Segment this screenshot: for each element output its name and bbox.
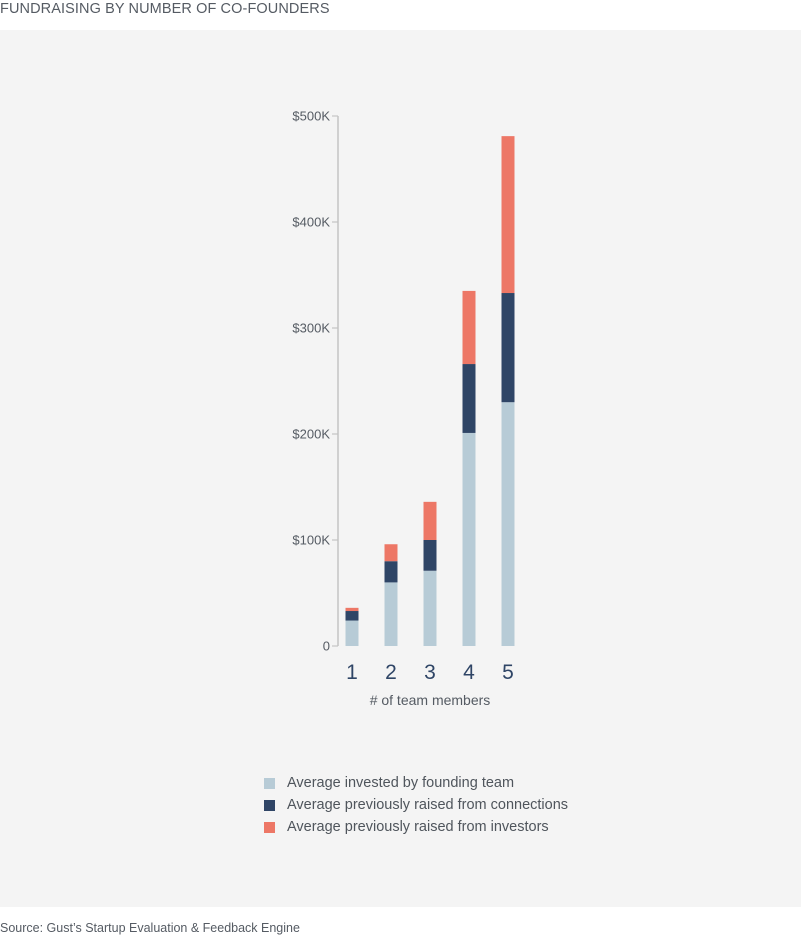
y-tick-label: $200K xyxy=(292,427,330,442)
bar-segment xyxy=(501,402,515,646)
bar-segment xyxy=(384,582,398,646)
x-tick-label: 4 xyxy=(463,661,475,684)
y-tick-label: 0 xyxy=(323,639,330,654)
y-tick-label: $300K xyxy=(292,321,330,336)
bar-segment xyxy=(384,544,398,562)
x-tick-label: 3 xyxy=(424,661,436,684)
bar-segment xyxy=(345,607,359,612)
bar-segment xyxy=(462,432,476,646)
source-note: Source: Gust’s Startup Evaluation & Feed… xyxy=(0,921,300,935)
legend-swatch-founding-team xyxy=(264,777,275,789)
y-tick-label: $500K xyxy=(292,109,330,124)
bar-segment xyxy=(345,620,359,646)
legend-swatch-investors xyxy=(264,821,275,833)
bar-segment xyxy=(462,290,476,365)
x-tick-label: 1 xyxy=(346,661,358,684)
y-tick-label: $400K xyxy=(292,215,330,230)
x-tick-label: 5 xyxy=(502,661,514,684)
chart-panel: 0 $100K $200K $300K $400K $500K 1 2 3 4 5 # of te… xyxy=(0,30,801,907)
bar-segment xyxy=(501,293,515,403)
x-axis-title: # of team members xyxy=(370,692,491,708)
chart-svg: 0 $100K $200K $300K $400K $500K 1 2 3 4 5 # of te… xyxy=(292,109,515,708)
bar-segment xyxy=(345,611,359,621)
bars xyxy=(345,136,515,646)
legend-swatch-connections xyxy=(264,799,275,811)
legend: Average invested by founding team Averag… xyxy=(264,772,568,838)
bar-segment xyxy=(423,570,437,646)
bar-segment xyxy=(462,364,476,433)
y-axis: 0 $100K $200K $300K $400K $500K xyxy=(292,109,339,654)
bar-segment xyxy=(384,561,398,583)
x-axis-labels: 1 2 3 4 5 xyxy=(346,661,514,684)
legend-label: Average previously raised from investors xyxy=(287,819,549,835)
bar-segment xyxy=(501,136,515,294)
legend-label: Average invested by founding team xyxy=(287,775,515,791)
legend-item-investors: Average previously raised from investors xyxy=(264,816,568,838)
y-tick-label: $100K xyxy=(292,533,330,548)
chart-title: FUNDRAISING BY NUMBER OF CO-FOUNDERS xyxy=(0,1,330,17)
bar-segment xyxy=(423,540,437,571)
x-tick-label: 2 xyxy=(385,661,397,684)
legend-item-connections: Average previously raised from connectio… xyxy=(264,794,568,816)
legend-item-founding-team: Average invested by founding team xyxy=(264,772,568,794)
bar-segment xyxy=(423,501,437,540)
legend-label: Average previously raised from connectio… xyxy=(287,797,569,813)
